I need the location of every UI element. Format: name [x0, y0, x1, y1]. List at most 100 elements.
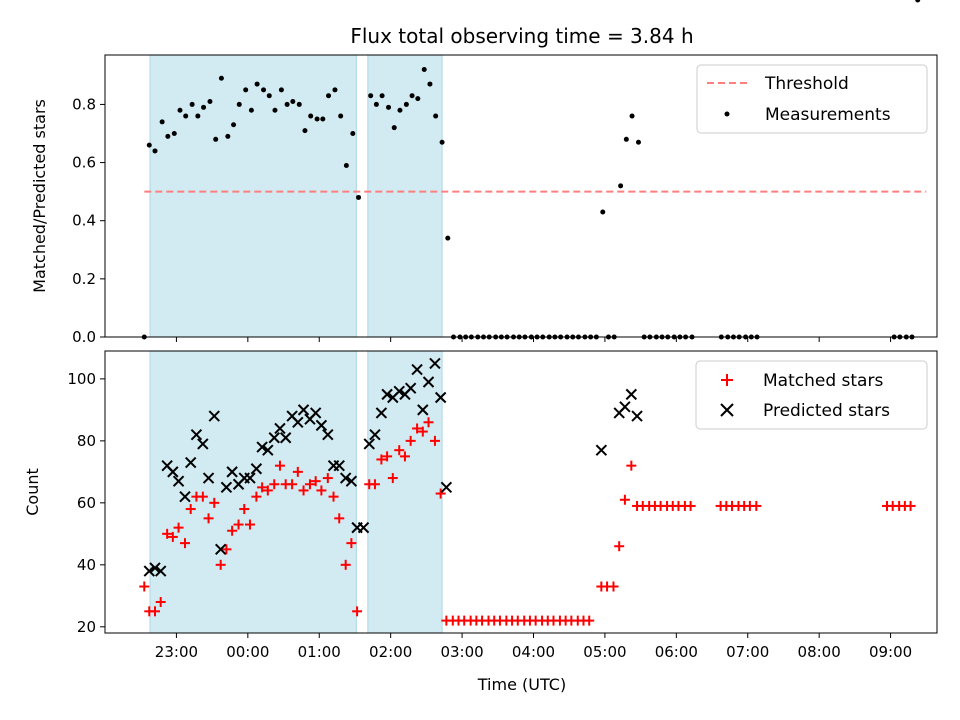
- predicted-star-point: [214, 543, 227, 556]
- measurement-point: [332, 87, 338, 93]
- x-tick-label: 09:00: [869, 643, 912, 661]
- predicted-star-point: [220, 481, 233, 494]
- legend-matched-label: Matched stars: [763, 371, 883, 391]
- matched-star-point: [197, 491, 208, 502]
- predicted-star-point: [315, 419, 328, 432]
- matched-star-point: [227, 525, 238, 536]
- predicted-star-point: [322, 428, 334, 441]
- predicted-star-point: [279, 432, 292, 444]
- measurement-point: [320, 116, 326, 122]
- bottom-y-ticks: 20 40 60 80 100: [67, 370, 105, 636]
- measurement-point: [236, 101, 242, 107]
- matched-star-point: [435, 488, 446, 499]
- measurement-point: [213, 136, 219, 142]
- predicted-star-point: [244, 472, 256, 484]
- top-y-tick-label: 0.8: [72, 95, 96, 113]
- matched-star-point: [417, 426, 428, 437]
- measurement-point: [254, 81, 260, 87]
- predicted-star-point: [143, 565, 155, 577]
- predicted-star-point: [381, 388, 393, 401]
- measurement-point: [629, 113, 635, 119]
- predicted-star-point: [226, 466, 238, 478]
- matched-star-point: [399, 451, 410, 462]
- matched-star-point: [352, 606, 363, 617]
- predicted-star-point: [375, 407, 388, 419]
- matched-star-point: [328, 491, 339, 502]
- measurement-point: [152, 148, 158, 154]
- predicted-star-point: [393, 385, 405, 397]
- bottom-observing-span-1: [367, 350, 443, 634]
- matched-star-point: [203, 513, 214, 524]
- matched-star-point: [155, 597, 166, 608]
- measurement-point: [177, 107, 183, 113]
- bottom-y-tick-label: 60: [77, 494, 96, 512]
- matched-star-point: [139, 581, 150, 592]
- predicted-star-point: [190, 428, 203, 441]
- matched-star-point: [394, 445, 405, 456]
- measurement-point: [445, 235, 451, 241]
- matched-star-point: [405, 435, 416, 446]
- matched-star-point: [292, 466, 303, 477]
- matched-star-point: [179, 538, 190, 549]
- measurement-point: [302, 128, 308, 134]
- measurement-point: [225, 133, 231, 139]
- matched-star-point: [262, 485, 273, 496]
- matched-star-point: [298, 485, 309, 496]
- predicted-star-point: [411, 363, 423, 376]
- predicted-star-point: [184, 456, 197, 469]
- top-observing-span-0: [149, 54, 357, 338]
- chart-title: Flux total observing time = 3.84 h: [350, 24, 693, 48]
- measurement-point: [439, 139, 445, 145]
- matched-star-point: [608, 581, 619, 592]
- x-tick-label: 01:00: [298, 643, 341, 661]
- predicted-star-point: [167, 466, 179, 478]
- predicted-star-point: [179, 490, 191, 503]
- measurement-point: [272, 107, 278, 113]
- x-tick-label: 02:00: [369, 643, 412, 661]
- measurement-point: [146, 142, 152, 148]
- measurement-point: [231, 122, 237, 128]
- measurement-point: [189, 101, 195, 107]
- measurement-point: [433, 113, 439, 119]
- measurement-point: [243, 87, 249, 93]
- legend-measurements-swatch: [724, 111, 730, 117]
- measurement-point: [635, 139, 641, 145]
- predicted-star-point: [404, 382, 417, 394]
- predicted-star-point: [440, 481, 453, 494]
- top-y-ticks: 0.0 0.2 0.4 0.6 0.8: [72, 95, 105, 346]
- measurement-point: [338, 113, 344, 119]
- measurement-point: [600, 209, 606, 215]
- matched-star-point: [239, 504, 250, 515]
- measurement-point: [195, 113, 201, 119]
- x-tick-label: 06:00: [655, 643, 698, 661]
- measurement-point: [284, 101, 290, 107]
- predicted-star-point: [619, 401, 631, 413]
- measurement-point: [165, 133, 171, 139]
- top-panel: 0.00.20.40.60.8 Matched/Predicted stars …: [30, 0, 938, 346]
- matched-star-point: [614, 541, 625, 552]
- measurement-point: [218, 75, 224, 81]
- measurement-point: [326, 93, 332, 99]
- x-tick-label: 00:00: [226, 643, 269, 661]
- bottom-x-ticks: 23:00 00:00 01:00 02:00 03:00 04:00 05:00 06:00…: [155, 633, 912, 661]
- measurement-point: [409, 93, 415, 99]
- top-observing-spans: [149, 54, 443, 338]
- matched-star-point: [346, 538, 357, 549]
- matched-star-point: [167, 531, 178, 542]
- measurement-point: [373, 101, 379, 107]
- matched-star-point: [340, 559, 351, 570]
- legend-measurements-label: Measurements: [765, 105, 891, 125]
- predicted-star-point: [595, 444, 608, 456]
- predicted-star-point: [149, 562, 161, 574]
- measurement-point: [266, 93, 272, 99]
- measurement-point: [356, 194, 362, 200]
- top-y-tick-label: 0.6: [72, 154, 96, 172]
- predicted-star-point: [309, 407, 322, 419]
- x-tick-label: 23:00: [155, 643, 198, 661]
- matched-star-point: [257, 482, 268, 493]
- bottom-y-tick-label: 40: [77, 556, 96, 574]
- predicted-star-point: [262, 444, 274, 456]
- top-y-axis-label: Matched/Predicted stars: [30, 99, 49, 293]
- measurement-point: [248, 107, 254, 113]
- predicted-star-point: [363, 438, 375, 450]
